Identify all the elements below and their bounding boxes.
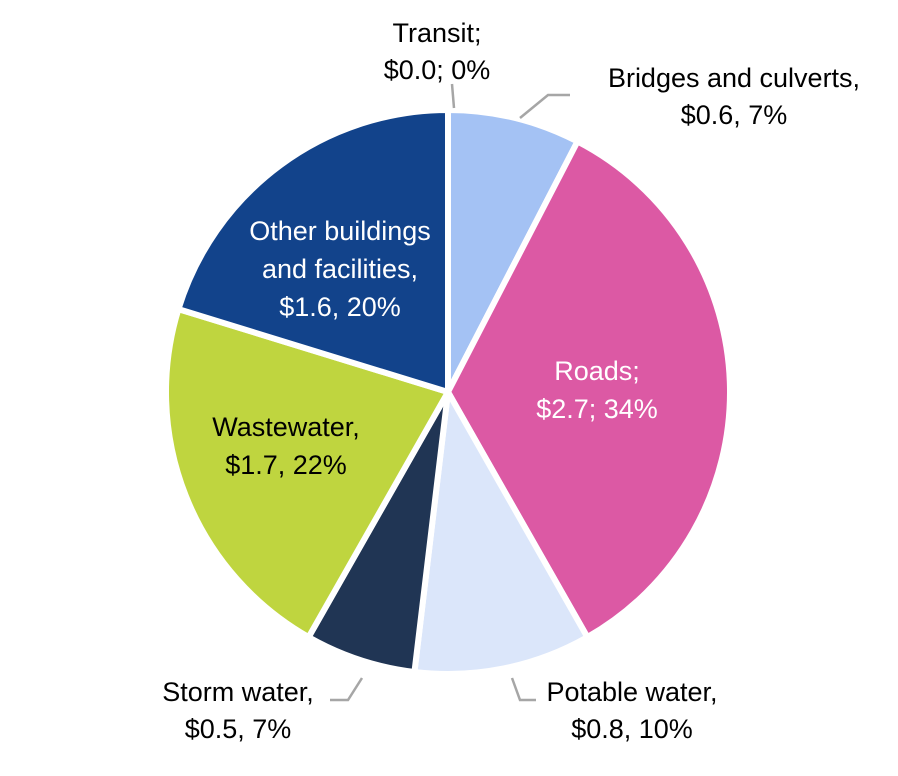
pie-slice-bridges [445, 107, 581, 395]
label-roads-name: Roads; [554, 356, 640, 386]
label-potable-name: Potable water, [546, 677, 717, 707]
pie-slice-potable [411, 389, 591, 677]
pie-slice-other-buildings [175, 107, 451, 395]
label-transit-value: $0.0; 0% [384, 55, 491, 85]
label-wastewater-value: $1.7, 22% [225, 450, 347, 480]
label-potable-value: $0.8, 10% [571, 714, 693, 744]
leader-transit [450, 83, 456, 109]
label-bridges-name: Bridges and culverts, [608, 63, 860, 93]
label-roads-value: $2.7; 34% [536, 394, 658, 424]
label-other-buildings: Other buildings and facilities, $1.6, 20… [249, 216, 431, 322]
pie-slices [163, 107, 733, 677]
label-roads: Roads; $2.7; 34% [536, 356, 658, 424]
label-other-line1: Other buildings [249, 216, 431, 246]
label-storm: Storm water, $0.5, 7% [162, 677, 314, 744]
label-storm-value: $0.5, 7% [185, 714, 292, 744]
label-transit-name: Transit; [392, 18, 481, 48]
leader-bridges [519, 93, 570, 119]
leader-lines [330, 83, 570, 702]
label-wastewater-name: Wastewater, [212, 412, 360, 442]
label-potable: Potable water, $0.8, 10% [546, 677, 717, 744]
label-storm-name: Storm water, [162, 677, 314, 707]
pie-slice-wastewater [163, 306, 451, 641]
label-bridges: Bridges and culverts, $0.6, 7% [608, 63, 860, 130]
leader-potable [510, 677, 536, 702]
label-transit: Transit; $0.0; 0% [384, 18, 491, 85]
label-wastewater: Wastewater, $1.7, 22% [212, 412, 360, 480]
label-other-value: $1.6, 20% [279, 292, 401, 322]
label-other-line2: and facilities, [262, 254, 418, 284]
label-bridges-value: $0.6, 7% [681, 100, 788, 130]
leader-storm [330, 677, 364, 702]
